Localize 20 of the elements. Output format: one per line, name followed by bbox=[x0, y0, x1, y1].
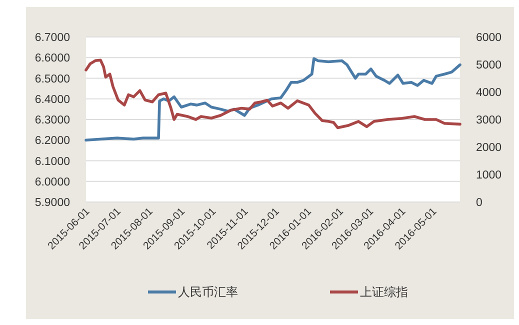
y-tick-label: 6.6000 bbox=[34, 52, 70, 65]
y-tick-label: 6.5000 bbox=[34, 73, 70, 86]
line-series bbox=[84, 58, 462, 130]
y2-tick-label: 5000 bbox=[476, 60, 502, 72]
y2-tick-label: 0 bbox=[476, 197, 482, 209]
line-series bbox=[84, 57, 462, 142]
y2-tick-label: 4000 bbox=[476, 87, 502, 99]
y-tick-label: 6.1000 bbox=[34, 156, 70, 168]
y-tick-label: 6.2000 bbox=[34, 135, 70, 148]
y2-tick-label: 2000 bbox=[476, 142, 502, 154]
y-tick-label: 6.0000 bbox=[34, 176, 70, 188]
y-tick-label: 6.7000 bbox=[34, 32, 70, 44]
legend-label: 人民币汇率 bbox=[178, 285, 238, 299]
y-tick-label: 6.4000 bbox=[34, 94, 70, 106]
legend-label: 上证综指 bbox=[360, 285, 408, 299]
y-tick-label: 6.3000 bbox=[34, 114, 70, 126]
y2-tick-label: 1000 bbox=[476, 170, 502, 182]
y-tick-label: 5.9000 bbox=[34, 197, 70, 209]
y2-tick-label: 3000 bbox=[476, 114, 502, 126]
y2-tick-label: 6000 bbox=[476, 32, 502, 44]
